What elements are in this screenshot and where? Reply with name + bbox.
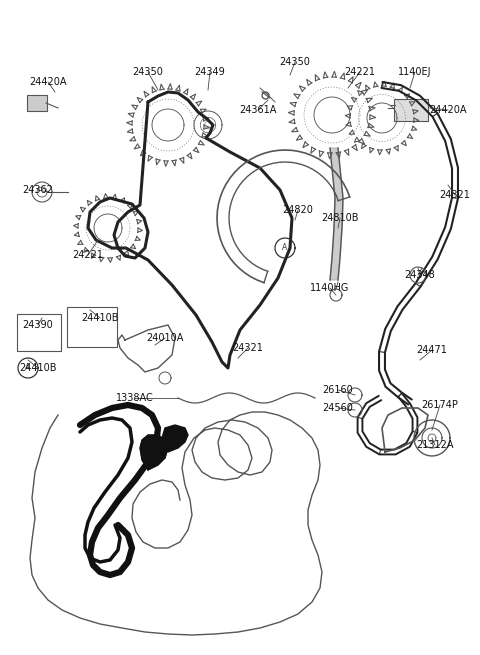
Text: 24221: 24221 xyxy=(345,67,375,77)
Text: 24350: 24350 xyxy=(132,67,163,77)
Text: 24560: 24560 xyxy=(323,403,353,413)
FancyBboxPatch shape xyxy=(27,95,47,111)
Text: 24361A: 24361A xyxy=(240,105,276,115)
Text: 24321: 24321 xyxy=(233,343,264,353)
Text: A: A xyxy=(282,244,288,252)
Text: 24348: 24348 xyxy=(405,270,435,280)
Text: 21312A: 21312A xyxy=(416,440,454,450)
Polygon shape xyxy=(330,148,343,280)
Text: 26174P: 26174P xyxy=(421,400,458,410)
Text: 24820: 24820 xyxy=(283,205,313,215)
Polygon shape xyxy=(140,435,168,470)
Text: 24010A: 24010A xyxy=(146,333,184,343)
Text: 24420A: 24420A xyxy=(429,105,467,115)
Text: 24350: 24350 xyxy=(279,57,311,67)
Text: 1140HG: 1140HG xyxy=(310,283,350,293)
Text: 24471: 24471 xyxy=(417,345,447,355)
Text: 24410B: 24410B xyxy=(19,363,57,373)
Text: 24221: 24221 xyxy=(72,250,104,260)
FancyBboxPatch shape xyxy=(394,99,428,121)
Polygon shape xyxy=(162,425,188,452)
Text: 1338AC: 1338AC xyxy=(116,393,154,403)
Text: 1140EJ: 1140EJ xyxy=(398,67,432,77)
Text: 24810B: 24810B xyxy=(321,213,359,223)
Text: A: A xyxy=(25,364,31,373)
Text: 24349: 24349 xyxy=(194,67,226,77)
Text: 26160: 26160 xyxy=(323,385,353,395)
Text: 24410B: 24410B xyxy=(81,313,119,323)
Text: 24321: 24321 xyxy=(440,190,470,200)
Text: 24390: 24390 xyxy=(23,320,53,330)
Text: 24362: 24362 xyxy=(23,185,53,195)
Text: 24420A: 24420A xyxy=(29,77,67,87)
